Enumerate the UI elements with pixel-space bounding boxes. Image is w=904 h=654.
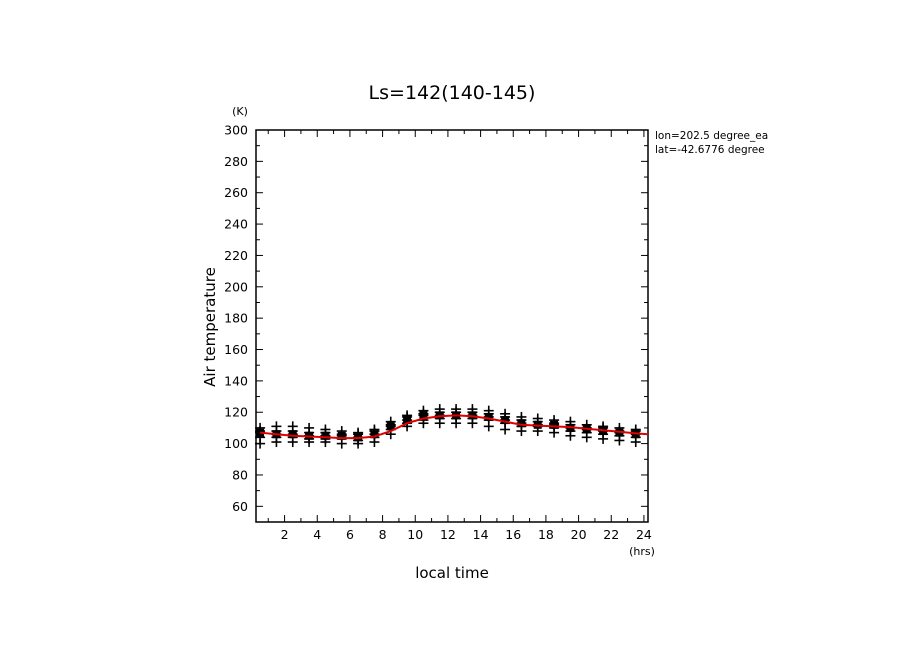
data-marker-mean [517, 419, 526, 428]
annotation-lon: lon=202.5 degree_ea [655, 130, 768, 142]
data-marker-mean [321, 431, 330, 440]
series-line [260, 414, 649, 440]
x-tick-label: 24 [636, 527, 652, 542]
y-tick-label: 60 [232, 499, 248, 514]
y-tick-label: 100 [224, 436, 248, 451]
x-unit-label: (hrs) [629, 545, 655, 558]
annotation-lat: lat=-42.6776 degree [655, 144, 765, 156]
y-tick-label: 180 [224, 311, 248, 326]
data-marker-mean [288, 430, 297, 439]
y-tick-label: 280 [224, 154, 248, 169]
x-axis-label: local time [415, 564, 489, 582]
y-tick-label: 200 [224, 279, 248, 294]
data-marker-mean [370, 430, 379, 439]
y-tick-label: 160 [224, 342, 248, 357]
y-tick-label: 240 [224, 217, 248, 232]
y-tick-label: 300 [224, 123, 248, 138]
x-tick-label: 2 [281, 527, 289, 542]
data-marker-mean [337, 431, 346, 440]
data-marker-mean [419, 411, 428, 420]
x-tick-label: 4 [313, 527, 321, 542]
y-tick-label: 80 [232, 467, 248, 482]
y-tick-label: 120 [224, 405, 248, 420]
x-tick-label: 6 [346, 527, 354, 542]
y-tick-label: 140 [224, 373, 248, 388]
data-marker-mean [256, 428, 265, 437]
x-tick-label: 14 [473, 527, 489, 542]
data-marker-mean [484, 412, 493, 421]
x-tick-label: 16 [505, 527, 521, 542]
y-axis-label: Air temperature [201, 267, 219, 387]
data-marker-mean [386, 422, 395, 431]
x-tick-label: 22 [603, 527, 619, 542]
y-unit-label: (K) [232, 105, 248, 118]
plot-frame [255, 129, 649, 523]
y-tick-label: 260 [224, 185, 248, 200]
x-tick-label: 20 [571, 527, 587, 542]
x-tick-label: 12 [440, 527, 456, 542]
x-tick-label: 10 [407, 527, 423, 542]
data-marker-mean [550, 420, 559, 429]
data-marker-mean [403, 416, 412, 425]
data-marker-mean [501, 416, 510, 425]
x-tick-label: 18 [538, 527, 554, 542]
chart-title: Ls=142(140-145) [369, 82, 536, 104]
y-tick-label: 220 [224, 248, 248, 263]
x-tick-label: 8 [379, 527, 387, 542]
